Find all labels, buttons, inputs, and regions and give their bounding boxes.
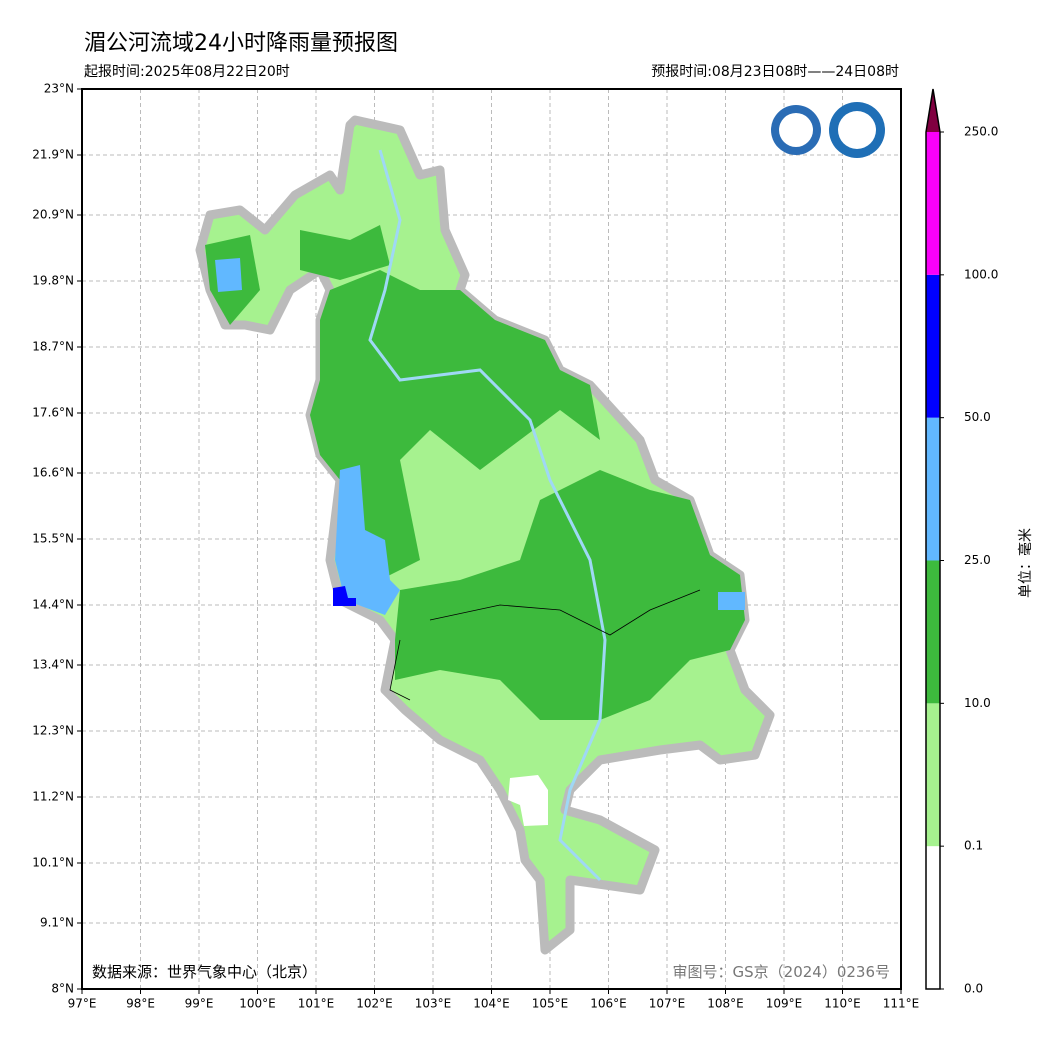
colorbar-label: 0.1 <box>964 839 983 853</box>
y-tick-label: 20.9°N <box>32 208 74 222</box>
colorbar: 0.0 0.1 10.0 25.0 50.0 100.0 250.0 <box>925 88 998 996</box>
unit-label: 单位：毫米 <box>1017 528 1034 598</box>
river <box>368 149 607 882</box>
x-tick-label: 110°E <box>824 997 861 1011</box>
rain-patch <box>335 465 400 615</box>
rain-patch <box>395 470 745 720</box>
colorbar-label: 100.0 <box>964 267 998 281</box>
x-tick-label: 102°E <box>356 997 393 1011</box>
y-tick-label: 13.4°N <box>32 658 74 672</box>
y-tick-label: 18.7°N <box>32 340 74 354</box>
y-tick-label: 11.2°N <box>32 790 74 804</box>
y-tick-label: 15.5°N <box>32 532 74 546</box>
x-tick-label: 111°E <box>883 997 920 1011</box>
x-tick-label: 101°E <box>298 997 335 1011</box>
y-tick-label: 14.4°N <box>32 598 74 612</box>
rain-patch <box>310 270 600 580</box>
colorbar-segment <box>926 560 940 704</box>
cma-logo-inner <box>838 111 876 149</box>
y-tick-label: 19.8°N <box>32 274 74 288</box>
colorbar-label: 0.0 <box>964 982 983 996</box>
y-tick-label: 9.1°N <box>40 916 74 930</box>
y-tick-label: 8°N <box>51 982 74 996</box>
colorbar-label: 50.0 <box>964 410 991 424</box>
y-tick-label: 21.9°N <box>32 148 74 162</box>
no-rain-patch <box>508 775 548 826</box>
x-tick-label: 100°E <box>239 997 276 1011</box>
colorbar-extend <box>926 89 940 132</box>
y-tick-label: 16.6°N <box>32 466 74 480</box>
colorbar-outline <box>925 88 941 990</box>
wmo-logo-inner <box>779 113 813 147</box>
x-tick-label: 109°E <box>766 997 803 1011</box>
rain-patch <box>215 258 242 292</box>
x-tick-label: 99°E <box>185 997 214 1011</box>
y-tick-label: 12.3°N <box>32 724 74 738</box>
colorbar-segment <box>926 703 940 847</box>
issue-time: 起报时间:2025年08月22日20时 <box>84 64 290 80</box>
ticks: 97°E 98°E 99°E 100°E 101°E 102°E 103°E 104°E 105… <box>32 82 919 1011</box>
colorbar-segment <box>926 417 940 561</box>
colorbar-segment <box>926 132 940 275</box>
y-tick-label: 17.6°N <box>32 406 74 420</box>
y-tick-label: 23°N <box>44 82 74 96</box>
colorbar-label: 10.0 <box>964 696 991 710</box>
border <box>389 589 701 701</box>
x-tick-label: 98°E <box>126 997 155 1011</box>
x-tick-label: 105°E <box>532 997 569 1011</box>
logos <box>771 102 885 158</box>
rain-patch <box>333 586 356 606</box>
approval-number: 审图号：GS京（2024）0236号 <box>673 963 891 981</box>
x-tick-label: 97°E <box>68 997 97 1011</box>
forecast-period: 预报时间:08月23日08时——24日08时 <box>651 64 899 80</box>
colorbar-label: 250.0 <box>964 125 998 139</box>
y-tick-label: 10.1°N <box>32 856 74 870</box>
data-source: 数据来源：世界气象中心（北京） <box>92 963 317 981</box>
colorbar-label: 25.0 <box>964 553 991 567</box>
x-tick-label: 106°E <box>590 997 627 1011</box>
x-tick-label: 108°E <box>707 997 744 1011</box>
basin <box>195 115 775 955</box>
colorbar-segment <box>926 274 940 418</box>
rain-patch <box>718 592 745 610</box>
x-tick-label: 104°E <box>473 997 510 1011</box>
x-tick-label: 103°E <box>415 997 452 1011</box>
colorbar-segment <box>926 846 940 989</box>
map-title: 湄公河流域24小时降雨量预报图 <box>84 31 398 56</box>
x-tick-label: 107°E <box>649 997 686 1011</box>
rain-patch <box>300 225 390 280</box>
